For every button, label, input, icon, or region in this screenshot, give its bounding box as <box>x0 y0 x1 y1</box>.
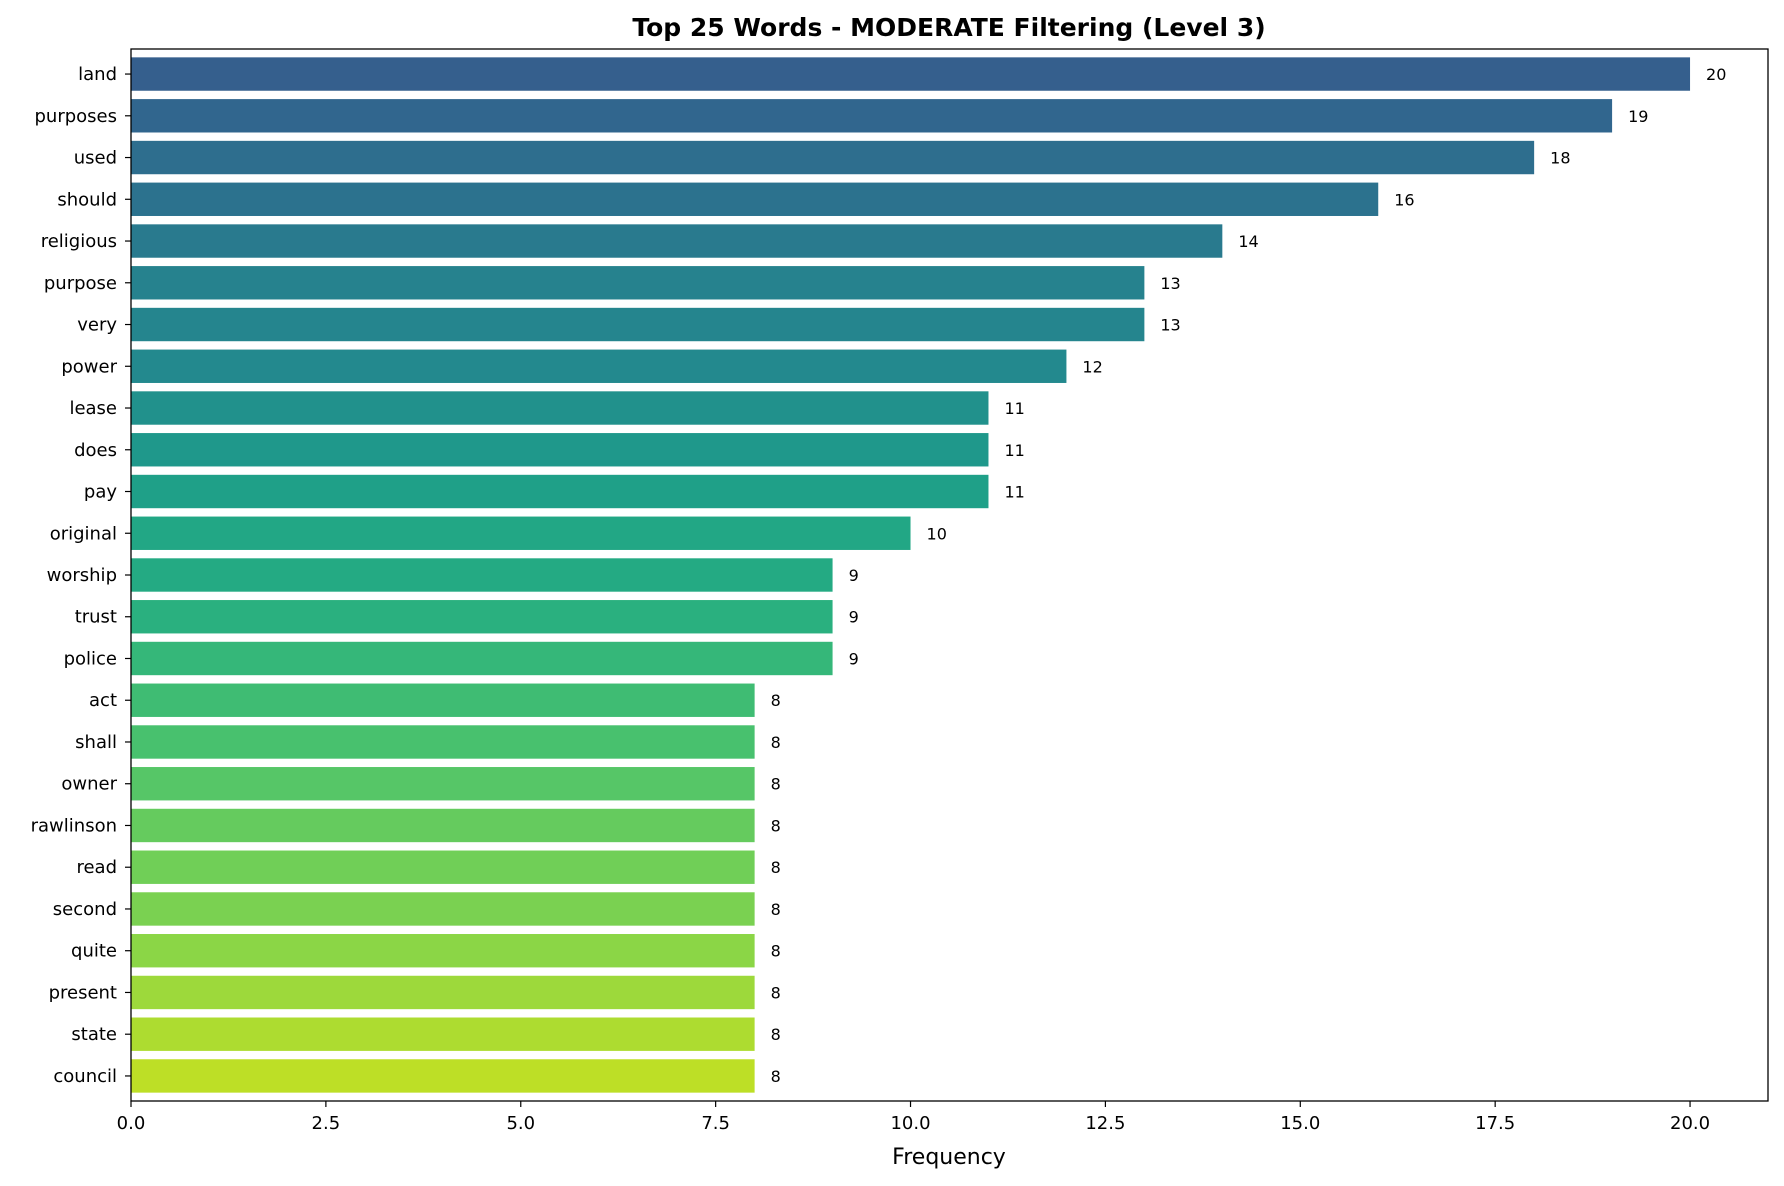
bars-layer <box>131 57 1691 1093</box>
bar-owner <box>131 767 755 801</box>
y-tick-label-used: used <box>74 148 117 169</box>
data-label-act: 8 <box>771 691 781 710</box>
data-label-land: 20 <box>1706 65 1726 84</box>
bar-original <box>131 516 911 550</box>
data-label-power: 12 <box>1082 357 1102 376</box>
chart-title: Top 25 Words - MODERATE Filtering (Level… <box>632 13 1265 42</box>
bar-shall <box>131 725 755 759</box>
y-tick-label-quite: quite <box>71 941 117 962</box>
bar-land <box>131 57 1691 91</box>
data-label-purposes: 19 <box>1628 107 1648 126</box>
y-tick-label-present: present <box>49 982 117 1003</box>
y-tick-label-second: second <box>53 899 117 920</box>
data-label-rawlinson: 8 <box>771 816 781 835</box>
data-label-should: 16 <box>1394 190 1414 209</box>
data-label-worship: 9 <box>849 566 859 585</box>
x-tick-label: 12.5 <box>1085 1113 1125 1134</box>
x-tick-label: 7.5 <box>701 1113 730 1134</box>
y-tick-label-purpose: purpose <box>44 273 117 294</box>
bar-power <box>131 349 1067 383</box>
y-tick-label-trust: trust <box>75 607 117 628</box>
data-labels-layer: 20 19 18 16 14 13 13 12 11 11 11 10 9 9 9 8 8 8 8 8 8 8 8 8 8 <box>771 65 1727 1086</box>
y-tick-label-read: read <box>76 857 117 878</box>
data-label-lease: 11 <box>1004 399 1024 418</box>
data-label-police: 9 <box>849 649 859 668</box>
data-label-owner: 8 <box>771 775 781 794</box>
bar-purposes <box>131 99 1613 133</box>
y-tick-label-shall: shall <box>75 732 117 753</box>
y-tick-label-rawlinson: rawlinson <box>31 815 117 836</box>
y-tick-label-religious: religious <box>41 231 117 252</box>
y-tick-label-very: very <box>77 315 117 336</box>
bar-very <box>131 307 1145 342</box>
data-label-used: 18 <box>1550 149 1570 168</box>
y-tick-label-does: does <box>74 440 117 461</box>
bar-does <box>131 433 989 467</box>
bar-police <box>131 641 833 676</box>
bar-religious <box>131 224 1223 258</box>
data-label-council: 8 <box>771 1067 781 1086</box>
x-axis-ticks: 0.0 2.5 5.0 7.5 10.0 12.5 15.0 17.5 20.0 <box>117 1101 1710 1134</box>
y-tick-label-pay: pay <box>84 482 117 503</box>
bar-council <box>131 1059 755 1093</box>
bar-lease <box>131 391 989 425</box>
x-tick-label: 15.0 <box>1280 1113 1320 1134</box>
bar-second <box>131 892 755 926</box>
y-tick-label-lease: lease <box>69 398 117 419</box>
bar-quite <box>131 934 755 968</box>
y-tick-label-purposes: purposes <box>34 106 117 127</box>
y-tick-label-should: should <box>57 189 117 210</box>
bar-worship <box>131 558 833 592</box>
data-label-original: 10 <box>927 524 947 543</box>
bar-used <box>131 140 1535 175</box>
bar-pay <box>131 474 989 509</box>
data-label-shall: 8 <box>771 733 781 752</box>
data-label-trust: 9 <box>849 608 859 627</box>
bar-trust <box>131 600 833 634</box>
x-tick-label: 0.0 <box>117 1113 146 1134</box>
plot-frame <box>130 48 1769 1102</box>
y-tick-label-owner: owner <box>61 774 117 795</box>
y-tick-label-council: council <box>53 1066 117 1087</box>
x-tick-label: 2.5 <box>312 1113 341 1134</box>
data-label-very: 13 <box>1160 316 1180 335</box>
data-label-pay: 11 <box>1004 483 1024 502</box>
data-label-state: 8 <box>771 1025 781 1044</box>
bar-should <box>131 182 1379 216</box>
bar-rawlinson <box>131 808 755 843</box>
x-tick-label: 20.0 <box>1670 1113 1710 1134</box>
y-tick-label-act: act <box>89 690 117 711</box>
data-label-religious: 14 <box>1238 232 1258 251</box>
bar-present <box>131 975 755 1010</box>
data-label-read: 8 <box>771 858 781 877</box>
data-label-present: 8 <box>771 983 781 1002</box>
bar-purpose <box>131 266 1145 300</box>
y-tick-label-police: police <box>64 648 117 669</box>
y-tick-label-state: state <box>71 1024 117 1045</box>
y-axis-ticks: land purposes used should religious purpose ve… <box>31 64 131 1087</box>
bar-act <box>131 683 755 717</box>
data-label-purpose: 13 <box>1160 274 1180 293</box>
x-axis-label: Frequency <box>892 1145 1006 1170</box>
x-tick-label: 17.5 <box>1475 1113 1515 1134</box>
y-tick-label-power: power <box>61 356 117 377</box>
y-tick-label-original: original <box>50 523 117 544</box>
data-label-quite: 8 <box>771 942 781 961</box>
y-tick-label-worship: worship <box>47 565 117 586</box>
y-tick-label-land: land <box>78 64 117 85</box>
bar-read <box>131 850 755 884</box>
data-label-second: 8 <box>771 900 781 919</box>
x-tick-label: 5.0 <box>506 1113 535 1134</box>
bar-state <box>131 1017 755 1051</box>
x-tick-label: 10.0 <box>890 1113 930 1134</box>
data-label-does: 11 <box>1004 441 1024 460</box>
